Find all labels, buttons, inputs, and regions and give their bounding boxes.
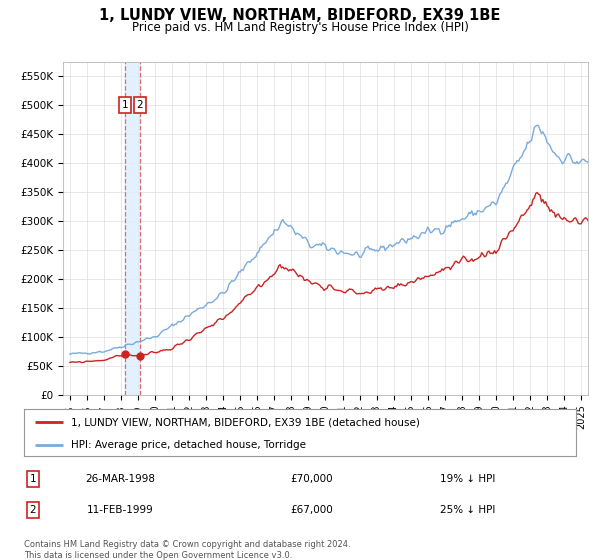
Text: 2: 2: [137, 100, 143, 110]
Text: 1: 1: [29, 474, 37, 484]
Text: Contains HM Land Registry data © Crown copyright and database right 2024.
This d: Contains HM Land Registry data © Crown c…: [24, 540, 350, 560]
Text: £70,000: £70,000: [290, 474, 334, 484]
Text: 2: 2: [29, 505, 37, 515]
Text: 11-FEB-1999: 11-FEB-1999: [86, 505, 154, 515]
Text: 19% ↓ HPI: 19% ↓ HPI: [440, 474, 496, 484]
Text: 1: 1: [122, 100, 128, 110]
Text: 25% ↓ HPI: 25% ↓ HPI: [440, 505, 496, 515]
Text: £67,000: £67,000: [290, 505, 334, 515]
Text: HPI: Average price, detached house, Torridge: HPI: Average price, detached house, Torr…: [71, 440, 306, 450]
Text: Price paid vs. HM Land Registry's House Price Index (HPI): Price paid vs. HM Land Registry's House …: [131, 21, 469, 34]
Bar: [125, 62, 140, 395]
Text: 1, LUNDY VIEW, NORTHAM, BIDEFORD, EX39 1BE: 1, LUNDY VIEW, NORTHAM, BIDEFORD, EX39 1…: [100, 8, 500, 24]
Text: 1, LUNDY VIEW, NORTHAM, BIDEFORD, EX39 1BE (detached house): 1, LUNDY VIEW, NORTHAM, BIDEFORD, EX39 1…: [71, 417, 420, 427]
Text: 26-MAR-1998: 26-MAR-1998: [85, 474, 155, 484]
